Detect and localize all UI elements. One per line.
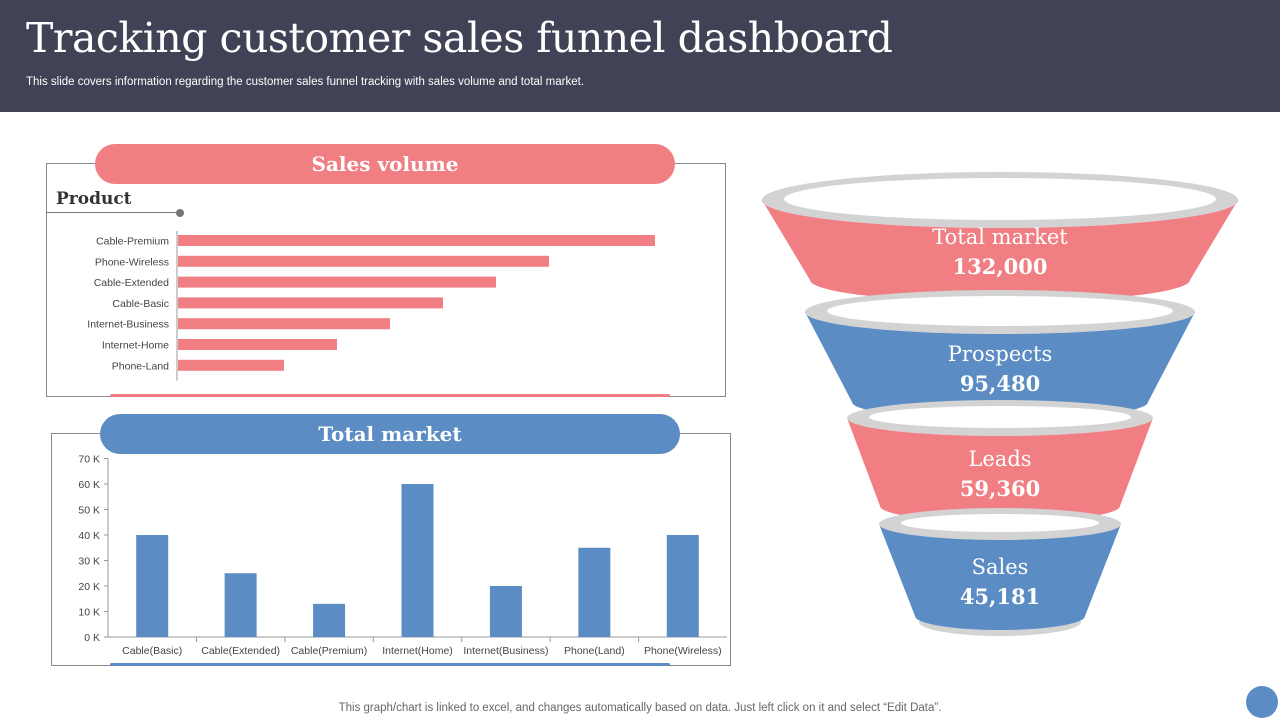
- hbar-category-label: Cable-Basic: [112, 298, 169, 310]
- vbar-y-tick-label: 40 K: [78, 530, 100, 542]
- vbar-y-tick-label: 30 K: [78, 556, 100, 568]
- header-banner: Tracking customer sales funnel dashboard…: [0, 0, 1280, 112]
- vbar-category-label: Internet(Home): [382, 645, 453, 657]
- hbar-bar[interactable]: [178, 255, 549, 267]
- hbar-bar[interactable]: [178, 297, 443, 309]
- funnel-segment: [805, 312, 1195, 420]
- vbar-category-label: Phone(Land): [564, 645, 625, 657]
- total-market-heading: Total market: [100, 414, 680, 454]
- hbar-category-label: Phone-Wireless: [95, 256, 169, 268]
- vbar-category-label: Cable(Basic): [122, 645, 182, 657]
- funnel-opening: [827, 296, 1173, 326]
- funnel-segment: [847, 418, 1153, 522]
- sales-volume-chart[interactable]: Cable-Premium Phone-Wireless Cable-Extende…: [47, 225, 723, 385]
- funnel-stage-value: 45,181: [960, 584, 1040, 609]
- vbar-category-label: Internet(Business): [463, 645, 548, 657]
- total-market-chart[interactable]: 0 K 10 K 20 K 30 K 40 K 50 K 60 K 70 K Cable(Bas…: [52, 450, 728, 663]
- funnel-stage-label: Sales: [972, 555, 1029, 579]
- funnel-stage-label: Leads: [968, 447, 1031, 471]
- corner-circle-decoration: [1246, 686, 1278, 718]
- sales-funnel: Total market 132,000 Prospects 95,480 Leads 5…: [762, 172, 1238, 636]
- vbar-bar[interactable]: [313, 603, 346, 637]
- product-label: Product: [56, 189, 132, 209]
- vbar-bar[interactable]: [224, 573, 257, 637]
- vbar-y-tick-label: 60 K: [78, 479, 100, 491]
- total-market-accent-line: [110, 663, 670, 666]
- hbar-category-label: Internet-Home: [102, 340, 169, 352]
- vbar-y-tick-label: 10 K: [78, 607, 100, 619]
- vbar-y-tick-label: 20 K: [78, 581, 100, 593]
- vbar-y-tick-label: 50 K: [78, 505, 100, 517]
- hbar-bar[interactable]: [178, 235, 655, 246]
- product-underline: [46, 212, 180, 213]
- page-title: Tracking customer sales funnel dashboard: [26, 14, 893, 62]
- sales-volume-accent-line: [110, 394, 670, 397]
- vbar-bar[interactable]: [489, 586, 522, 637]
- funnel-opening: [784, 178, 1216, 220]
- funnel-stage-value: 95,480: [960, 371, 1040, 396]
- funnel-stage-label: Total market: [932, 225, 1068, 249]
- funnel-stage-value: 132,000: [953, 254, 1048, 279]
- vbar-category-label: Cable(Premium): [291, 645, 367, 657]
- vbar-category-label: Phone(Wireless): [644, 645, 722, 657]
- hbar-bar[interactable]: [178, 276, 496, 288]
- funnel-segment: [762, 200, 1238, 302]
- hbar-category-label: Internet-Business: [87, 319, 169, 331]
- product-dot: [176, 209, 184, 217]
- funnel-opening: [901, 514, 1099, 532]
- funnel-segment: [879, 524, 1121, 630]
- footer-note: This graph/chart is linked to excel, and…: [338, 702, 942, 714]
- funnel-opening: [869, 406, 1131, 428]
- vbar-bar[interactable]: [401, 484, 434, 637]
- funnel-stage-value: 59,360: [960, 476, 1040, 501]
- hbar-category-label: Cable-Extended: [94, 277, 169, 289]
- vbar-y-tick-label: 0 K: [84, 632, 100, 644]
- sales-volume-heading: Sales volume: [95, 144, 675, 184]
- hbar-category-label: Phone-Land: [112, 360, 169, 372]
- vbar-category-label: Cable(Extended): [201, 645, 280, 657]
- vbar-bar[interactable]: [578, 547, 611, 637]
- vbar-y-tick-label: 70 K: [78, 454, 100, 466]
- hbar-bar[interactable]: [178, 318, 390, 330]
- funnel-stage-label: Prospects: [948, 342, 1052, 366]
- vbar-bar[interactable]: [136, 535, 169, 637]
- vbar-bar[interactable]: [666, 535, 699, 637]
- hbar-category-label: Cable-Premium: [96, 236, 169, 248]
- page-subtitle: This slide covers information regarding …: [26, 76, 585, 88]
- hbar-bar[interactable]: [178, 359, 284, 371]
- hbar-bar[interactable]: [178, 339, 337, 350]
